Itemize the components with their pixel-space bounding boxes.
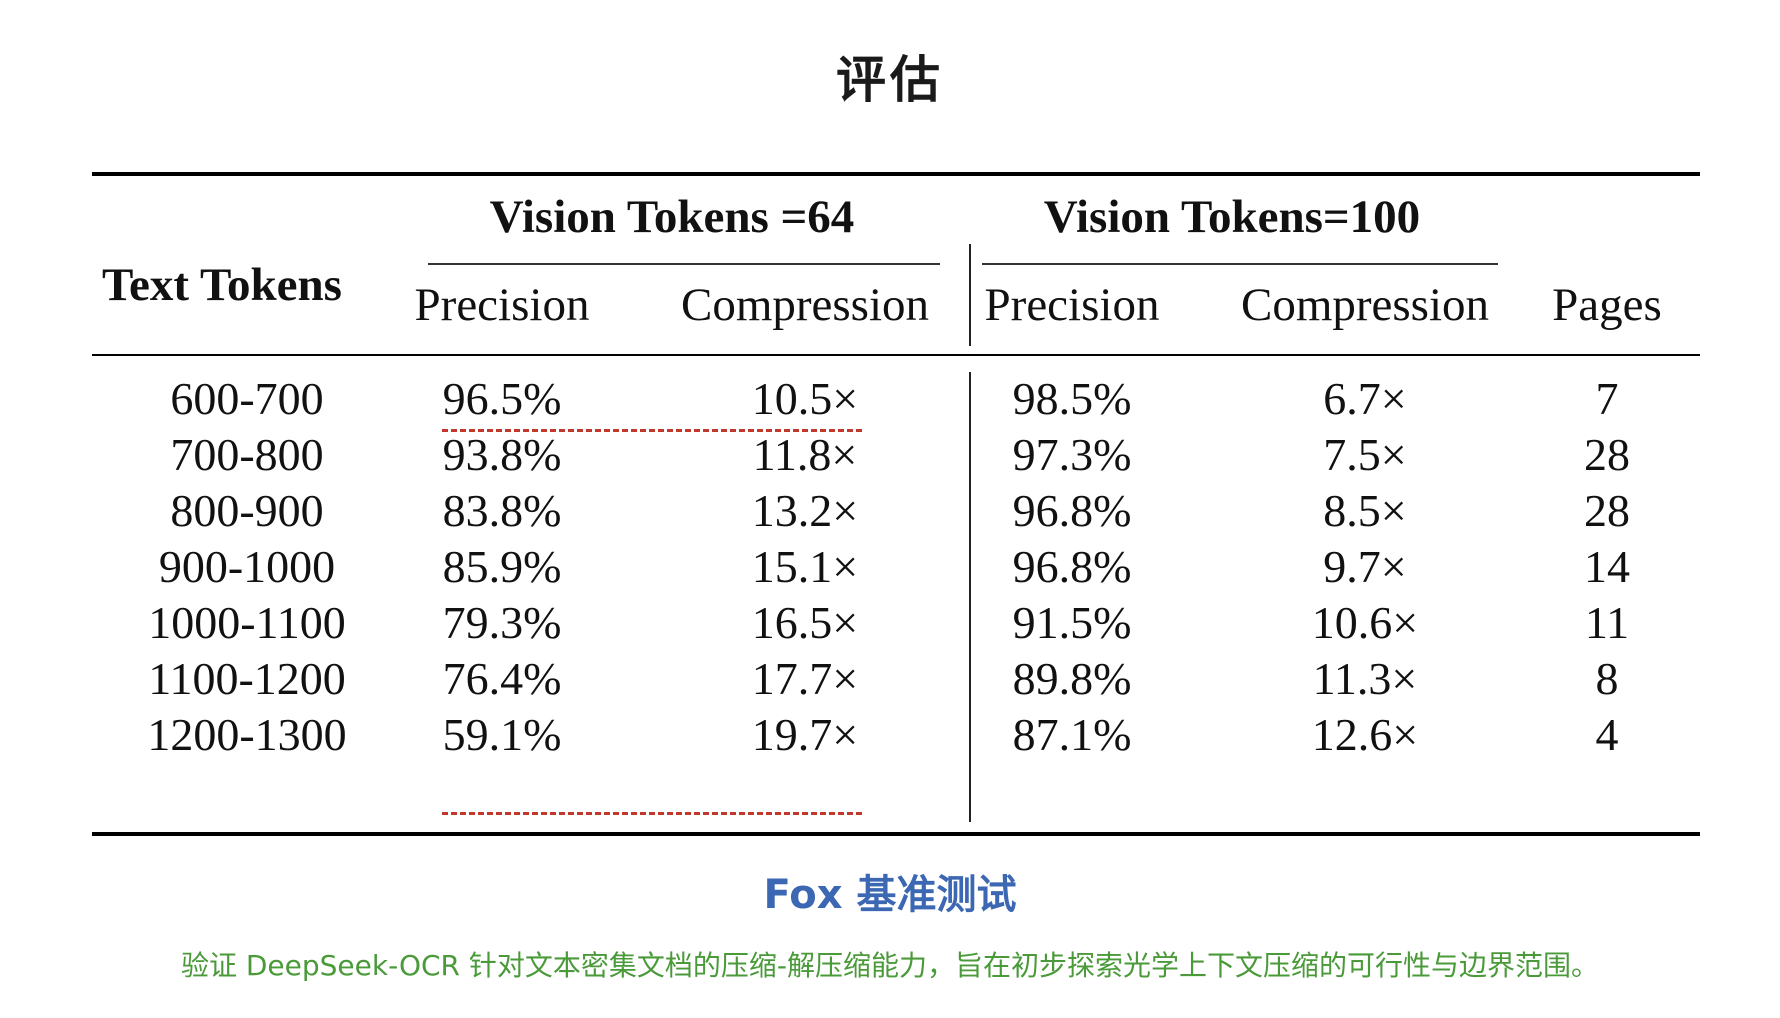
cell-compression-100: 9.7× xyxy=(1323,541,1407,592)
cell-precision-64: 93.8% xyxy=(442,429,562,480)
cell-precision-100: 97.3% xyxy=(1012,429,1132,480)
cell-text-tokens: 800-900 xyxy=(170,485,324,536)
highlight-dash-bottom xyxy=(442,812,862,815)
cell-precision-64: 96.5% xyxy=(442,373,562,424)
cell-compression-100: 12.6× xyxy=(1311,709,1419,760)
cell-compression-64: 10.5× xyxy=(751,373,859,424)
cell-precision-64: 83.8% xyxy=(442,485,562,536)
table-top-rule xyxy=(92,172,1700,176)
caption-title: Fox 基准测试 xyxy=(763,872,1017,918)
cell-compression-100: 11.3× xyxy=(1312,653,1418,704)
results-table: Vision Tokens =64 Vision Tokens=100 Text… xyxy=(92,172,1700,836)
group-header-vision-100: Vision Tokens=100 xyxy=(1043,191,1421,243)
cell-text-tokens: 700-800 xyxy=(170,429,324,480)
cell-precision-100: 91.5% xyxy=(1012,597,1132,648)
cell-compression-100: 10.6× xyxy=(1311,597,1419,648)
body-column-separator xyxy=(969,372,971,822)
cell-precision-64: 59.1% xyxy=(442,709,562,760)
cell-precision-64: 79.3% xyxy=(442,597,562,648)
cell-compression-64: 17.7× xyxy=(751,653,859,704)
cell-compression-64: 19.7× xyxy=(751,709,859,760)
table-mid-rule xyxy=(92,354,1700,356)
group-header-vision-64: Vision Tokens =64 xyxy=(489,191,855,243)
column-header-precision-100: Precision xyxy=(984,279,1160,331)
cell-pages: 28 xyxy=(1584,429,1630,480)
column-header-pages: Pages xyxy=(1552,279,1662,331)
cell-compression-100: 6.7× xyxy=(1323,373,1407,424)
page-title: 评估 xyxy=(836,51,944,109)
column-header-compression-100: Compression xyxy=(1240,279,1490,331)
column-header-text-tokens: Text Tokens xyxy=(102,259,342,311)
cell-compression-64: 11.8× xyxy=(752,429,858,480)
cell-pages: 11 xyxy=(1584,597,1630,648)
group-underline-64 xyxy=(428,263,940,265)
cell-precision-100: 98.5% xyxy=(1012,373,1132,424)
cell-precision-100: 96.8% xyxy=(1012,485,1132,536)
cell-text-tokens: 600-700 xyxy=(170,373,324,424)
cell-compression-64: 15.1× xyxy=(751,541,859,592)
group-underline-100 xyxy=(982,263,1498,265)
highlight-dash-top xyxy=(442,429,862,432)
caption-description: 验证 DeepSeek-OCR 针对文本密集文档的压缩-解压缩能力，旨在初步探索… xyxy=(180,949,1600,982)
cell-text-tokens: 900-1000 xyxy=(158,541,336,592)
cell-text-tokens: 1100-1200 xyxy=(148,653,346,704)
cell-precision-100: 89.8% xyxy=(1012,653,1132,704)
cell-precision-100: 87.1% xyxy=(1012,709,1132,760)
cell-pages: 8 xyxy=(1595,653,1619,704)
cell-precision-64: 76.4% xyxy=(442,653,562,704)
cell-compression-64: 16.5× xyxy=(751,597,859,648)
cell-precision-100: 96.8% xyxy=(1012,541,1132,592)
cell-compression-100: 8.5× xyxy=(1323,485,1407,536)
cell-compression-100: 7.5× xyxy=(1323,429,1407,480)
cell-pages: 14 xyxy=(1584,541,1630,592)
column-header-precision-64: Precision xyxy=(414,279,590,331)
cell-text-tokens: 1200-1300 xyxy=(147,709,347,760)
cell-pages: 4 xyxy=(1595,709,1619,760)
cell-pages: 28 xyxy=(1584,485,1630,536)
header-column-separator xyxy=(969,244,971,346)
cell-compression-64: 13.2× xyxy=(751,485,859,536)
cell-pages: 7 xyxy=(1595,373,1619,424)
column-header-compression-64: Compression xyxy=(680,279,930,331)
cell-text-tokens: 1000-1100 xyxy=(148,597,346,648)
cell-precision-64: 85.9% xyxy=(442,541,562,592)
table-bottom-rule xyxy=(92,832,1700,836)
